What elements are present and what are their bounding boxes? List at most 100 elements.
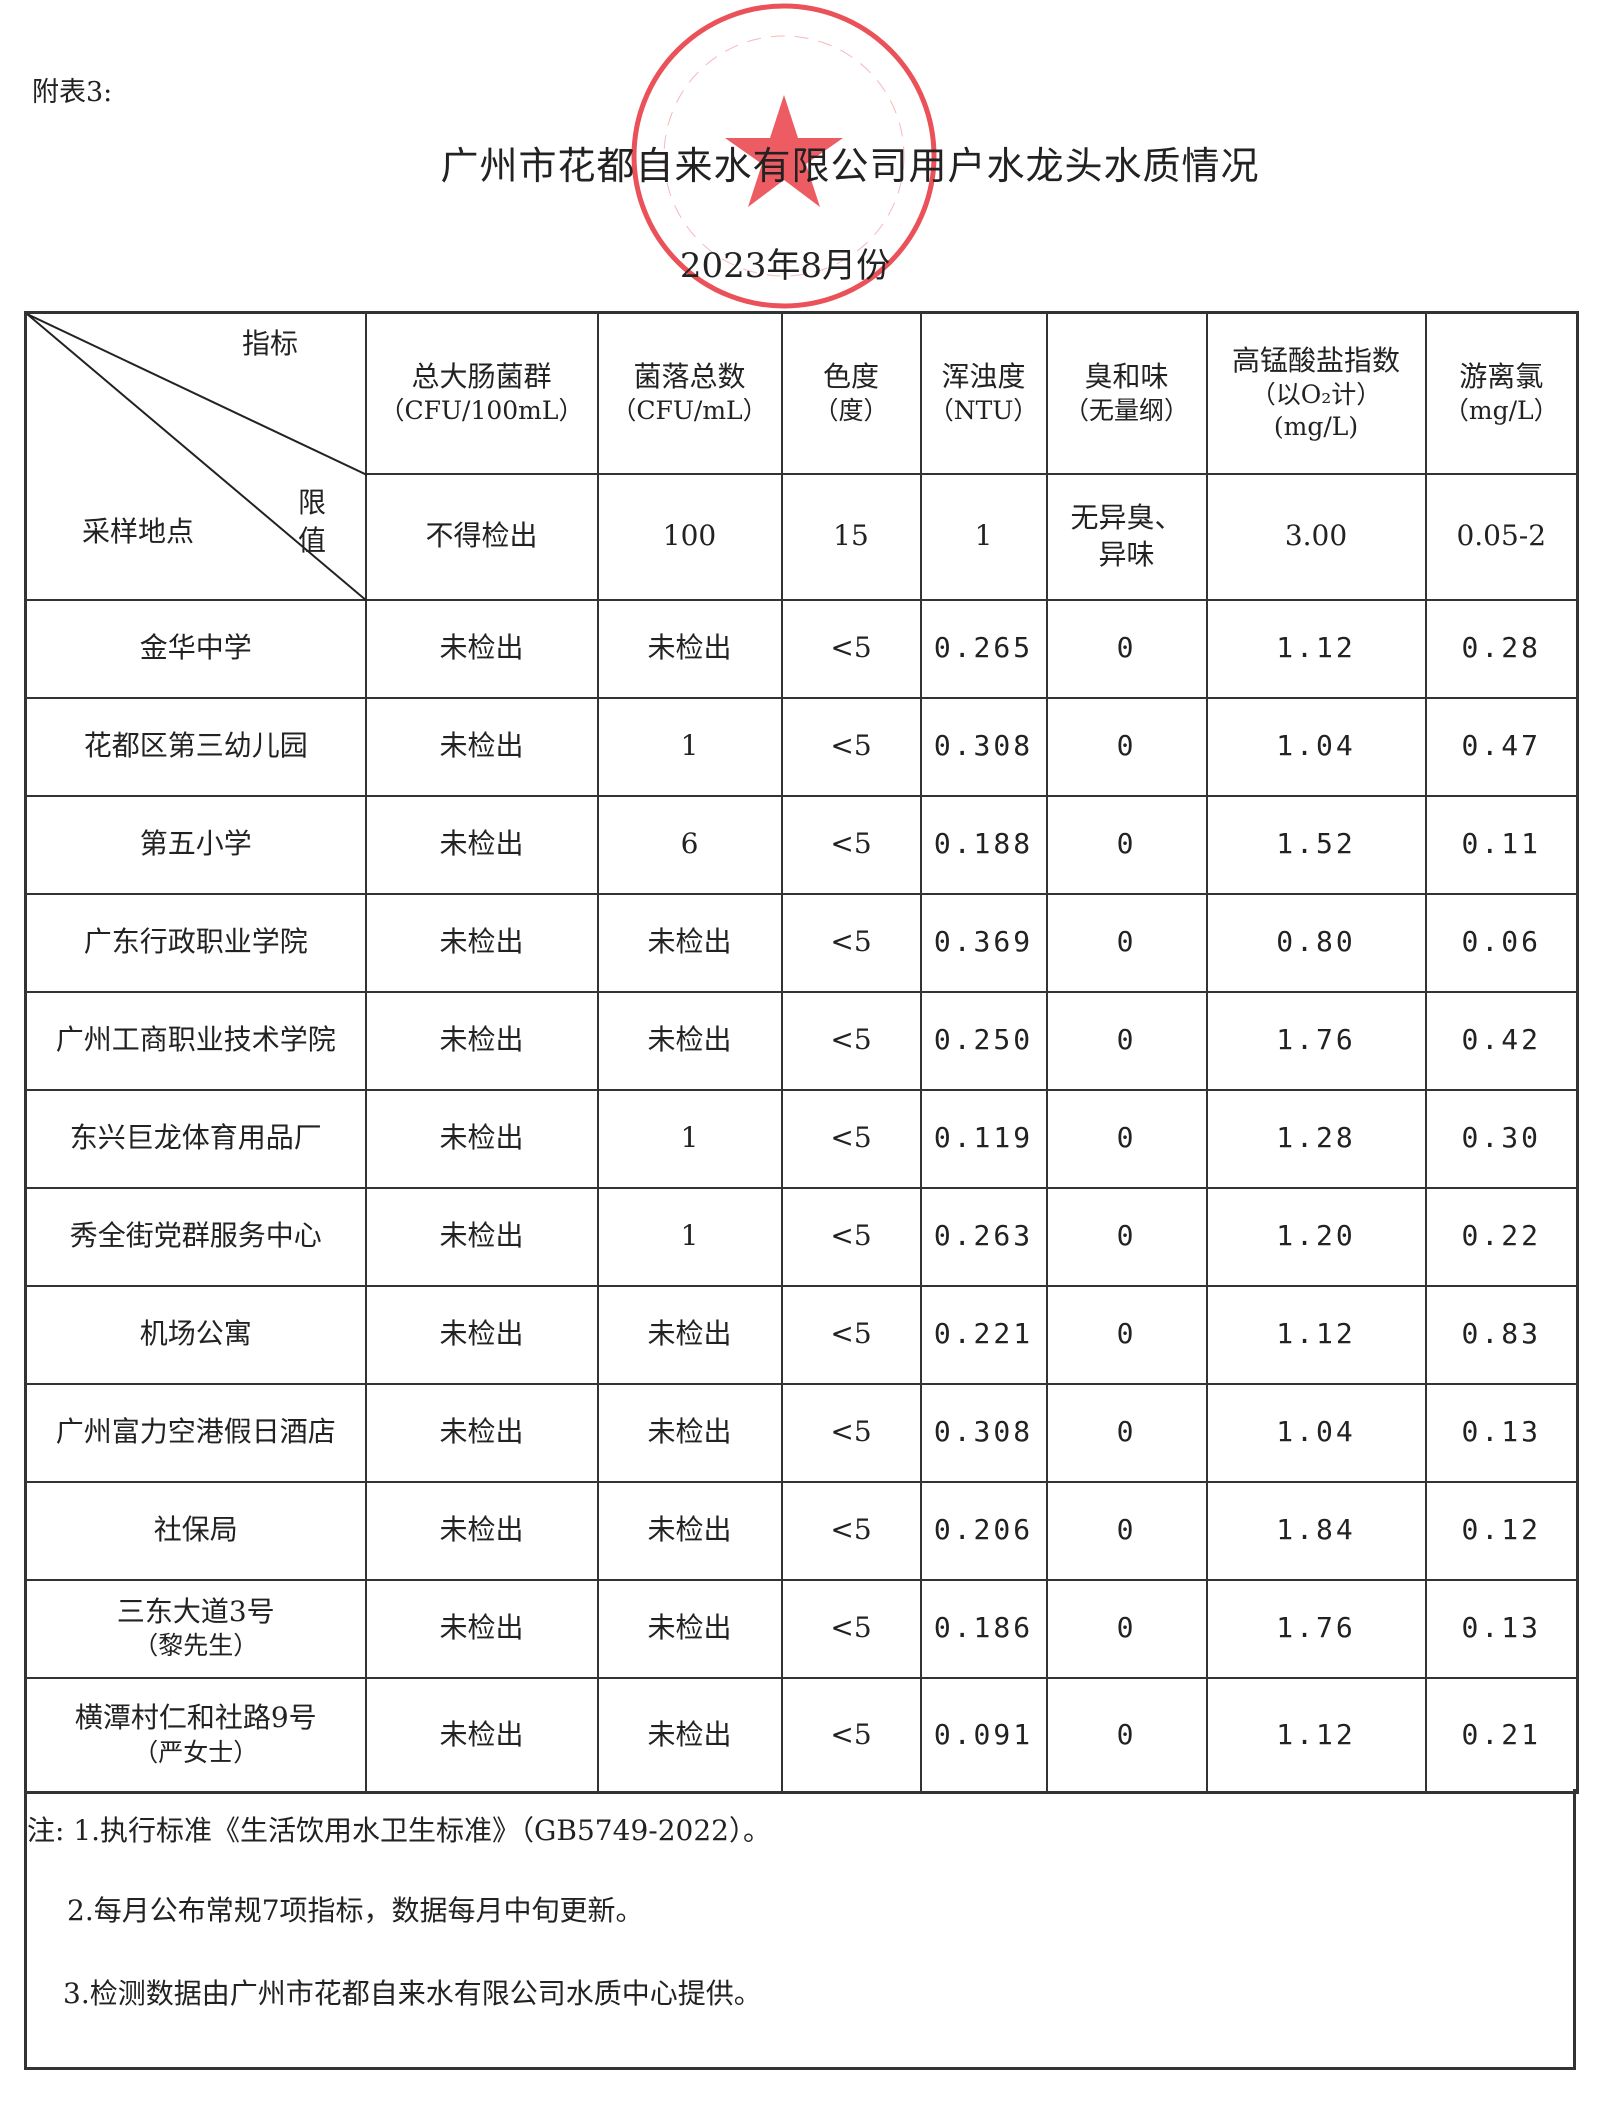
column-unit: （CFU/100mL） [379,396,584,426]
column-unit: （NTU） [928,396,1039,426]
value-cell: 未检出 [596,1676,783,1794]
corner-header-cell: 指标 采样地点 限值 [24,311,367,601]
value-cell: 未检出 [364,1578,599,1679]
corner-indicator-label: 指标 [242,327,299,360]
value-cell: 0.206 [919,1480,1048,1581]
table-row: 横潭村仁和社路9号 （严女士） 未检出 未检出 <5 0.091 0 1.12 0.21 [24,1676,1579,1794]
value-cell: 0.13 [1424,1578,1579,1679]
value-cell: 0 [1045,794,1208,895]
value-cell: 6 [596,794,783,895]
site-cell: 横潭村仁和社路9号 （严女士） [24,1676,367,1794]
limit-cell: 3.00 [1205,472,1427,601]
value-cell: 0.06 [1424,892,1579,993]
column-unit: （以O₂计） [1250,379,1382,409]
column-name: 臭和味 [1084,359,1169,393]
site-cell: 三东大道3号 （黎先生） [24,1578,367,1679]
column-name: 总大肠菌群 [411,359,552,393]
value-cell: 0.42 [1424,990,1579,1091]
value-cell: 0 [1045,892,1208,993]
site-cell: 第五小学 [24,794,367,895]
value-cell: 0.221 [919,1284,1048,1385]
value-cell: <5 [780,892,922,993]
value-cell: 0.28 [1424,598,1579,699]
value-cell: 1.76 [1205,1578,1427,1679]
site-name: 广东行政职业学院 [83,925,308,959]
column-header: 高锰酸盐指数 （以O₂计） (mg/L) [1205,311,1427,475]
value-cell: <5 [780,794,922,895]
value-cell: 未检出 [596,1480,783,1581]
column-unit: （度） [813,396,889,426]
site-name: 广州工商职业技术学院 [55,1023,336,1057]
value-cell: 0 [1045,1186,1208,1287]
value-cell: 0.13 [1424,1382,1579,1483]
table-row: 金华中学 未检出 未检出 <5 0.265 0 1.12 0.28 [24,598,1579,699]
value-cell: 0.80 [1205,892,1427,993]
value-cell: 0.47 [1424,696,1579,797]
site-cell: 花都区第三幼儿园 [24,696,367,797]
value-cell: 0 [1045,1382,1208,1483]
value-cell: 未检出 [596,1284,783,1385]
value-cell: 未检出 [596,892,783,993]
value-cell: 1.12 [1205,598,1427,699]
value-cell: 1.04 [1205,696,1427,797]
value-cell: 未检出 [364,892,599,993]
value-cell: 0.308 [919,1382,1048,1483]
column-header: 总大肠菌群 （CFU/100mL） [364,311,599,475]
value-cell: 1.52 [1205,794,1427,895]
value-cell: 未检出 [364,1088,599,1189]
note-1: 注: 1.执行标准《生活饮用水卫生标准》（GB5749-2022）。 [27,1814,771,1847]
value-cell: <5 [780,1186,922,1287]
value-cell: <5 [780,598,922,699]
table-row: 广州工商职业技术学院 未检出 未检出 <5 0.250 0 1.76 0.42 [24,990,1579,1091]
value-cell: 未检出 [364,794,599,895]
limit-cell: 100 [596,472,783,601]
site-name: 金华中学 [139,631,252,665]
value-cell: 未检出 [596,990,783,1091]
column-name: 高锰酸盐指数 [1231,343,1400,377]
column-header: 色度 （度） [780,311,922,475]
value-cell: 0 [1045,1480,1208,1581]
table-row: 东兴巨龙体育用品厂 未检出 1 <5 0.119 0 1.28 0.30 [24,1088,1579,1189]
table-row: 广州富力空港假日酒店 未检出 未检出 <5 0.308 0 1.04 0.13 [24,1382,1579,1483]
value-cell: 0 [1045,990,1208,1091]
value-cell: 0.263 [919,1186,1048,1287]
table-row: 三东大道3号 （黎先生） 未检出 未检出 <5 0.186 0 1.76 0.13 [24,1578,1579,1679]
corner-location-label: 采样地点 [82,515,195,548]
column-header: 菌落总数 （CFU/mL） [596,311,783,475]
value-cell: <5 [780,1088,922,1189]
value-cell: 未检出 [364,1186,599,1287]
table-row: 秀全街党群服务中心 未检出 1 <5 0.263 0 1.20 0.22 [24,1186,1579,1287]
value-cell: 0.188 [919,794,1048,895]
document-title: 广州市花都自来水有限公司用户水龙头水质情况 [440,144,1260,188]
value-cell: 1.04 [1205,1382,1427,1483]
value-cell: 0.30 [1424,1088,1579,1189]
corner-limit-label: 限值 [297,486,326,557]
site-name: 第五小学 [139,827,252,861]
value-cell: 0.83 [1424,1284,1579,1385]
value-cell: 0.250 [919,990,1048,1091]
value-cell: <5 [780,1284,922,1385]
table-row: 广东行政职业学院 未检出 未检出 <5 0.369 0 0.80 0.06 [24,892,1579,993]
value-cell: 1.76 [1205,990,1427,1091]
value-cell: 0.22 [1424,1186,1579,1287]
value-cell: <5 [780,990,922,1091]
value-cell: 1 [596,1186,783,1287]
value-cell: 0 [1045,1578,1208,1679]
site-name: 秀全街党群服务中心 [69,1219,322,1253]
site-name: 花都区第三幼儿园 [83,729,308,763]
site-cell: 广州工商职业技术学院 [24,990,367,1091]
value-cell: 0.308 [919,696,1048,797]
value-cell: 未检出 [364,1382,599,1483]
value-cell: 0.21 [1424,1676,1579,1794]
site-note: （严女士） [133,1737,259,1767]
value-cell: 1.84 [1205,1480,1427,1581]
value-cell: 未检出 [364,1284,599,1385]
value-cell: 0.369 [919,892,1048,993]
value-cell: 未检出 [364,1676,599,1794]
diagonal-lines [27,314,367,601]
column-header: 游离氯 （mg/L） [1424,311,1579,475]
value-cell: 未检出 [596,1578,783,1679]
site-cell: 广东行政职业学院 [24,892,367,993]
table-row: 社保局 未检出 未检出 <5 0.206 0 1.84 0.12 [24,1480,1579,1581]
limit-cell: 无异臭、异味 [1045,472,1208,601]
